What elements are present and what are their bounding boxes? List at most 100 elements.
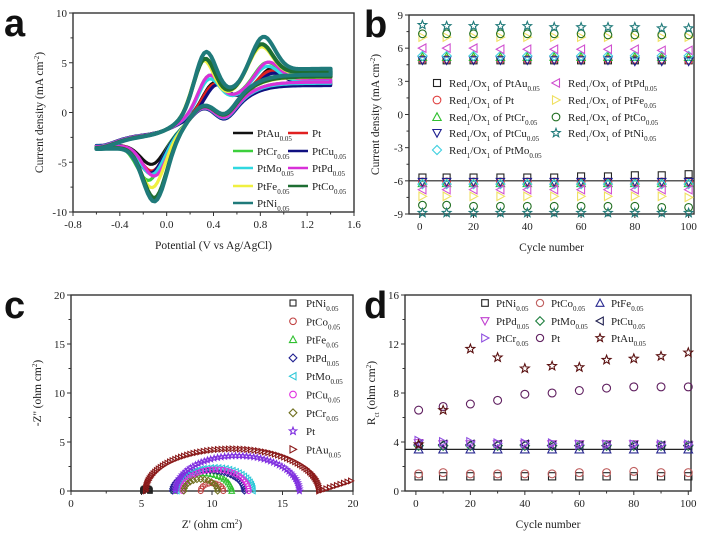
- data-point-ox: [523, 31, 533, 43]
- data-point: [216, 466, 223, 473]
- data-point: [184, 451, 191, 459]
- data-point: [194, 469, 201, 476]
- data-point-ox: [469, 29, 478, 39]
- data-point-ox: [521, 44, 532, 55]
- legend-label: Red1/Ox1 of PtCo0.05: [568, 112, 659, 127]
- legend: PtNi0.05PtCo0.05PtFe0.05PtPd0.05PtMo0.05…: [287, 298, 343, 459]
- data-point: [261, 448, 269, 456]
- text-run: of PtPd: [609, 78, 645, 90]
- text-run: Red: [449, 128, 467, 140]
- text-run: Red: [568, 128, 586, 140]
- subscript: 0.05: [633, 323, 646, 331]
- text-run: -Z'' (ohm cm: [32, 367, 44, 426]
- data-point-ox: [469, 31, 479, 43]
- subscript: 1: [606, 85, 610, 93]
- y-tick-label: 16: [388, 290, 400, 302]
- legend-label: PtCr0.05: [257, 146, 290, 161]
- data-point-red: [521, 178, 533, 190]
- data-point-ox: [683, 57, 694, 67]
- chart-d: 0 20 40 60 80 100 0 4 8 12 16 Cycle number Rct (ohm …: [365, 290, 697, 531]
- data-point: [684, 439, 694, 450]
- legend-label: Red1/Ox1 of PtAu0.05: [449, 78, 540, 93]
- data-point-red: [602, 178, 614, 190]
- data-point-ox: [548, 44, 559, 55]
- text-run: Red: [449, 112, 467, 124]
- data-point-red: [496, 201, 505, 211]
- legend-marker: [432, 78, 442, 88]
- x-tick-label: 0.8: [253, 219, 267, 231]
- data-point: [493, 469, 503, 479]
- legend-marker: [550, 77, 561, 89]
- text-run: R: [366, 417, 378, 425]
- data-point: [656, 382, 666, 392]
- data-point-red: [416, 206, 429, 218]
- data-point-red: [577, 191, 587, 202]
- data-point-red: [629, 184, 639, 195]
- data-point: [225, 445, 233, 453]
- data-point-red: [467, 206, 480, 218]
- legend-marker: [551, 94, 562, 106]
- data-point: [330, 482, 338, 491]
- data-point: [263, 455, 272, 464]
- data-point: [256, 453, 265, 462]
- data-point: [248, 487, 256, 495]
- data-point: [333, 481, 341, 490]
- data-point-ox: [682, 22, 695, 34]
- text-run: PtFe: [611, 298, 631, 310]
- text-run: Red: [568, 78, 586, 90]
- chart-a: -0.8 -0.4 0.0 0.4 0.8 1.2 1.6 -10 -5 0 5 10 Potentia…: [33, 8, 361, 252]
- subscript: 1: [487, 119, 491, 127]
- data-point: [464, 439, 475, 450]
- x-tick-label: 60: [574, 498, 586, 510]
- data-point: [600, 353, 613, 365]
- legend-label: Pt: [551, 333, 560, 345]
- data-point-ox: [440, 19, 453, 31]
- data-point-red: [603, 191, 614, 202]
- data-point: [223, 467, 230, 474]
- data-point-ox: [495, 50, 506, 62]
- superscript: -2: [33, 55, 41, 61]
- data-point: [573, 361, 586, 373]
- text-run: PtMo: [551, 316, 576, 328]
- data-point: [176, 472, 185, 481]
- data-point: [197, 448, 205, 456]
- text-run: Red: [568, 95, 586, 107]
- data-point: [245, 485, 252, 492]
- data-point-red: [440, 206, 453, 218]
- subscript: 1: [586, 102, 590, 110]
- y-axis-title: -Z'' (ohm cm2): [31, 360, 44, 427]
- data-point: [574, 468, 584, 478]
- data-point: [212, 466, 219, 473]
- data-point-red: [441, 184, 451, 195]
- data-point: [183, 479, 192, 488]
- subscript: 1: [467, 102, 471, 110]
- data-point: [547, 437, 558, 449]
- legend-marker: [432, 95, 442, 105]
- subscript: 0.05: [280, 135, 293, 143]
- data-point-ox: [602, 56, 614, 66]
- y-tick-label: 8: [394, 388, 400, 400]
- data-point-ox: [496, 31, 506, 43]
- data-point-red: [495, 184, 505, 195]
- y-tick-label: 0: [398, 110, 404, 122]
- legend-label: PtCr0.05: [496, 333, 529, 348]
- data-point-red: [550, 191, 560, 202]
- data-point: [222, 445, 229, 453]
- x-axis-title: Potential (V vs Ag/AgCl): [155, 240, 272, 252]
- data-point: [683, 382, 693, 392]
- data-point-ox: [521, 50, 533, 62]
- subscript: 1: [487, 135, 491, 143]
- data-point-ox: [629, 21, 641, 33]
- data-point-ox: [548, 50, 560, 62]
- x-tick-label: 5: [139, 498, 145, 510]
- data-point-red: [629, 206, 641, 218]
- legend-label: Red1/Ox1 of PtPd0.05: [568, 78, 657, 93]
- legend-label: Pt: [312, 128, 321, 140]
- data-point: [547, 469, 557, 479]
- subscript: 1: [467, 119, 471, 127]
- data-point-red: [684, 202, 694, 212]
- legend-label: PtCu0.05: [312, 146, 347, 161]
- data-point: [682, 440, 693, 451]
